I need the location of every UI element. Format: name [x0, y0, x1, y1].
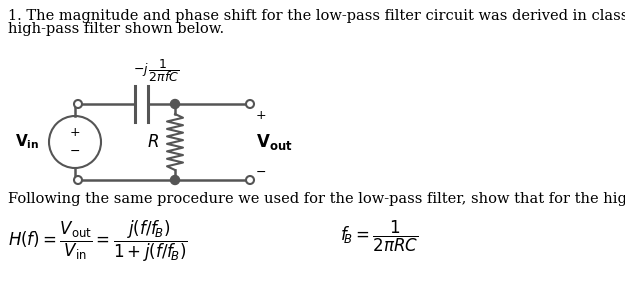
Text: $H(f)=\dfrac{V_{\mathrm{out}}}{V_{\mathrm{in}}}=\dfrac{j(f/f_{\!B})}{1+j(f/f_{\!: $H(f)=\dfrac{V_{\mathrm{out}}}{V_{\mathr… [8, 219, 188, 264]
Text: −: − [256, 166, 266, 179]
Text: $-j\,\dfrac{1}{2\pi fC}$: $-j\,\dfrac{1}{2\pi fC}$ [133, 57, 180, 84]
Circle shape [246, 100, 254, 108]
Text: Following the same procedure we used for the low-pass filter, show that for the : Following the same procedure we used for… [8, 192, 625, 206]
Text: $R$: $R$ [147, 133, 159, 151]
Circle shape [246, 176, 254, 184]
Text: +: + [256, 109, 267, 122]
Circle shape [171, 100, 179, 109]
Text: −: − [70, 145, 80, 157]
Text: $f_{\!B}=\dfrac{1}{2\pi RC}$: $f_{\!B}=\dfrac{1}{2\pi RC}$ [340, 219, 419, 254]
Text: $\mathbf{V}_{\mathbf{in}}$: $\mathbf{V}_{\mathbf{in}}$ [14, 133, 39, 151]
Circle shape [74, 100, 82, 108]
Text: +: + [70, 126, 80, 140]
Circle shape [74, 176, 82, 184]
Text: 1. The magnitude and phase shift for the low-pass filter circuit was derived in : 1. The magnitude and phase shift for the… [8, 9, 625, 23]
Text: $\mathbf{V}_{\mathbf{out}}$: $\mathbf{V}_{\mathbf{out}}$ [256, 132, 293, 152]
Circle shape [171, 175, 179, 185]
Text: high-pass filter shown below.: high-pass filter shown below. [8, 22, 224, 36]
